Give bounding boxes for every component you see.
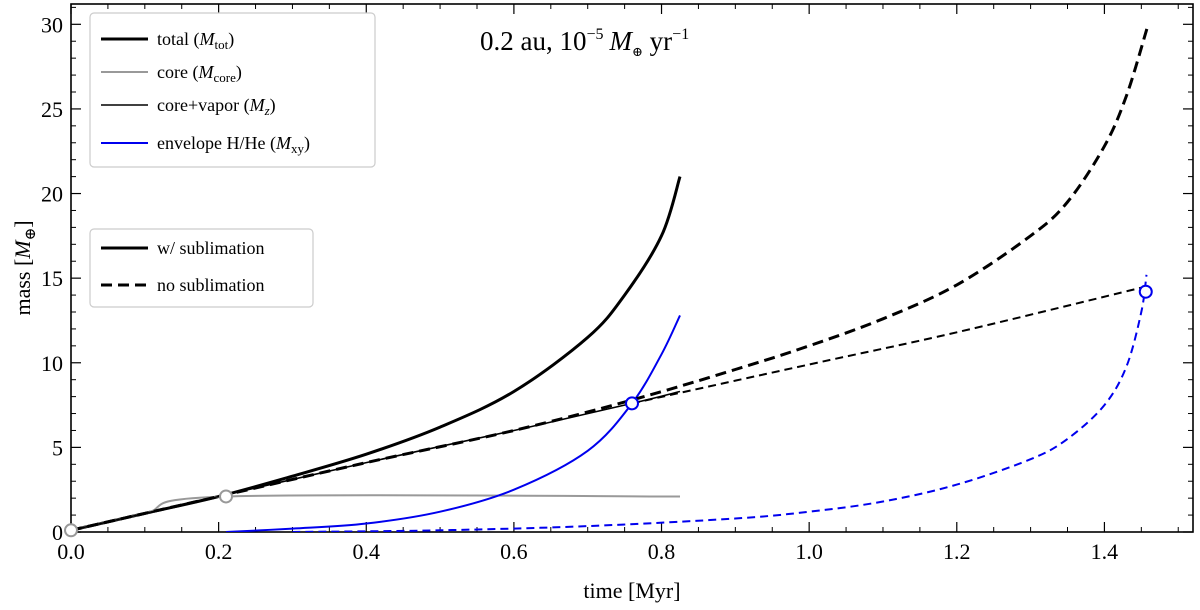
- series-total-no-sublimation: [71, 27, 1149, 532]
- series-core-w-sublimation: [71, 494, 681, 532]
- x-tick-label: 1.2: [943, 539, 971, 564]
- legend-label-envelope: envelope H/He (Mxy): [157, 133, 310, 156]
- y-tick-label: 10: [41, 351, 63, 376]
- legend-label-core-vapor: core+vapor (Mz): [157, 95, 276, 118]
- legend-entry-total: total (Mtot): [101, 29, 234, 52]
- y-tick-label: 0: [52, 520, 63, 545]
- x-tick-label: 1.4: [1091, 539, 1119, 564]
- tick-labels: 0.0 0.2 0.4 0.6 0.8 1.0 1.2 1.4 0 5 10 15 20 25 30: [41, 12, 1118, 564]
- y-tick-label: 15: [41, 266, 63, 291]
- x-tick-label: 0.2: [205, 539, 233, 564]
- series-envelope-h-he-w-sublimation: [225, 314, 681, 532]
- y-tick-label: 20: [41, 182, 63, 207]
- core-marker: [219, 489, 234, 504]
- series-envelope-h-he-no-sublimation: [292, 274, 1148, 532]
- x-tick-label: 0.8: [648, 539, 676, 564]
- x-tick-label: 0.4: [353, 539, 381, 564]
- legend-entry-no-sublimation: no sublimation: [101, 275, 265, 295]
- x-tick-label: 0.0: [57, 539, 85, 564]
- legend-label-core: core (Mcore): [157, 62, 242, 85]
- series-core-vapor-no-sublimation: [631, 285, 1147, 405]
- legend-linestyle: w/ sublimation no sublimation: [89, 228, 314, 308]
- chart-title: 0.2 au, 10−5 M⊕ yr−1: [480, 26, 689, 59]
- legend-entry-envelope: envelope H/He (Mxy): [101, 133, 310, 156]
- x-axis-label: time [Myr]: [583, 578, 680, 603]
- origin-marker: [64, 523, 78, 538]
- legend-label-with-sublimation: w/ sublimation: [157, 238, 265, 258]
- axis-ticks: [70, 4, 1193, 533]
- crossover-marker-sublimation: [625, 396, 639, 411]
- plot-frame: [70, 3, 1194, 533]
- y-axis-label: mass [M⊕]: [10, 220, 39, 315]
- y-tick-label: 5: [52, 435, 63, 460]
- legend-entry-with-sublimation: w/ sublimation: [101, 238, 265, 258]
- x-tick-label: 1.0: [795, 539, 823, 564]
- series-layer: [71, 27, 1149, 532]
- legend-entry-core: core (Mcore): [101, 62, 242, 85]
- legend-label-no-sublimation: no sublimation: [157, 275, 265, 295]
- marker-layer: [64, 284, 1153, 538]
- legend-entry-core-vapor: core+vapor (Mz): [101, 95, 276, 118]
- legend-label-total: total (Mtot): [157, 29, 234, 52]
- y-tick-label: 25: [41, 97, 63, 122]
- y-tick-label: 30: [41, 12, 63, 37]
- x-tick-label: 0.6: [500, 539, 528, 564]
- legend-quantities: total (Mtot) core (Mcore) core+vapor (Mz…: [89, 12, 376, 168]
- legend-quantities-box: [89, 12, 376, 168]
- crossover-marker-no-sublimation: [1138, 284, 1153, 299]
